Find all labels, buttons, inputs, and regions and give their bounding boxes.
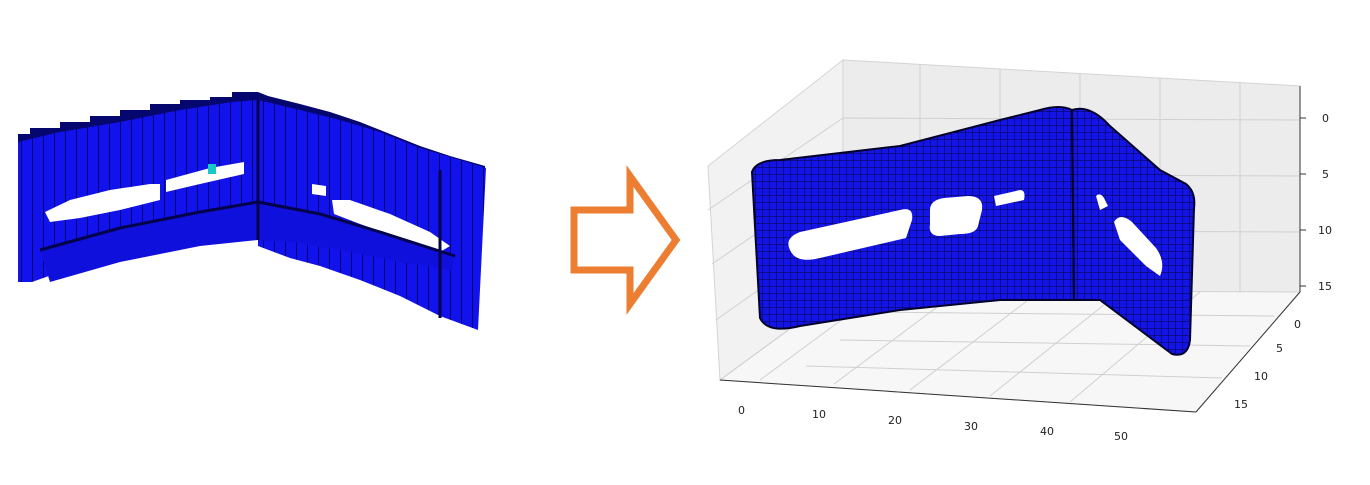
x-tick-label: 30 <box>964 420 978 433</box>
x-tick-label: 40 <box>1040 425 1054 438</box>
z-tick-label: 15 <box>1318 280 1332 293</box>
mesh-3d-plot: 0 10 20 30 40 50 0 5 10 15 0 5 10 15 <box>707 58 1332 443</box>
z-tick-label: 5 <box>1322 168 1329 181</box>
y-tick-label: 15 <box>1234 398 1248 411</box>
mesh-opening <box>929 196 983 236</box>
mesh-opening <box>1114 217 1163 276</box>
z-tick-label: 10 <box>1318 224 1332 237</box>
voxel-opening-right-2 <box>312 184 326 196</box>
x-tick-label: 20 <box>888 414 902 427</box>
y-tick-label: 5 <box>1276 342 1283 355</box>
z-axis-ticks: 0 5 10 15 <box>1318 112 1332 293</box>
x-tick-label: 0 <box>738 404 745 417</box>
voxel-opening-left-2 <box>166 162 244 192</box>
voxel-opening-left <box>45 184 160 222</box>
voxel-highlight <box>208 164 216 174</box>
voxel-opening-right <box>332 200 450 252</box>
voxel-model <box>18 92 486 330</box>
x-tick-label: 50 <box>1114 430 1128 443</box>
z-tick-label: 0 <box>1322 112 1329 125</box>
voxel-floor <box>40 202 455 282</box>
right-arrow-icon <box>570 165 681 315</box>
mesh-opening <box>1096 194 1108 210</box>
x-tick-label: 10 <box>812 408 826 421</box>
y-axis-ticks: 0 5 10 15 <box>1234 318 1301 411</box>
y-tick-label: 0 <box>1294 318 1301 331</box>
mesh-left-wall <box>750 106 1076 330</box>
mesh-opening <box>994 190 1025 206</box>
x-axis-ticks: 0 10 20 30 40 50 <box>738 404 1128 443</box>
y-tick-label: 10 <box>1254 370 1268 383</box>
mesh-opening <box>788 209 913 260</box>
